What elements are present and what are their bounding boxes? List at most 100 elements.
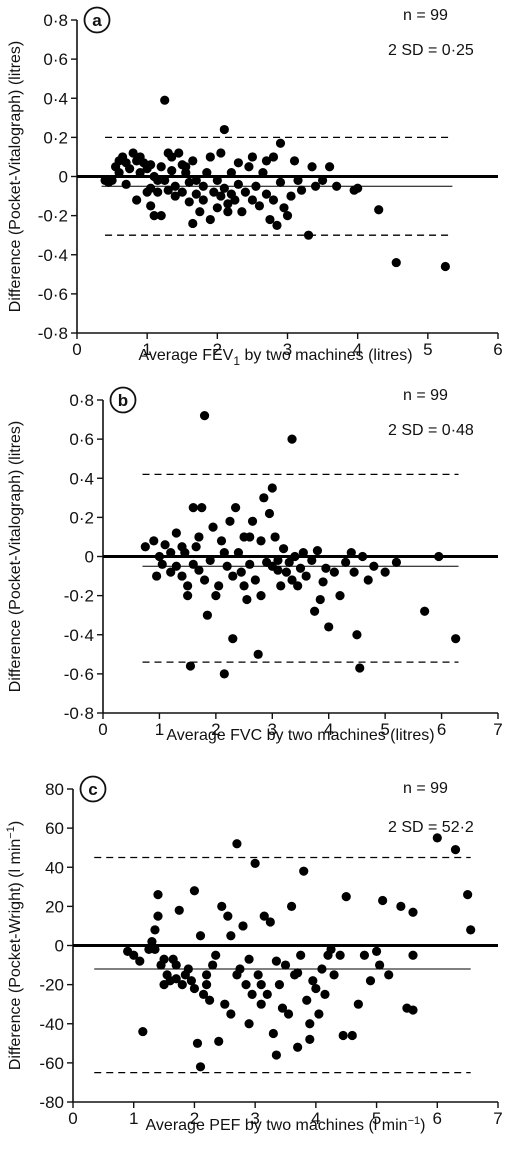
data-point [305, 1034, 315, 1044]
data-point [244, 954, 254, 964]
x-tick-label: 7 [493, 1109, 502, 1128]
data-point [290, 551, 300, 562]
data-point [268, 152, 279, 162]
data-point [232, 839, 242, 849]
data-point [280, 960, 291, 970]
data-point [359, 950, 370, 960]
data-point [149, 211, 159, 221]
data-point [219, 669, 229, 679]
data-point [177, 187, 187, 197]
data-point [233, 158, 243, 168]
data-point [380, 567, 390, 577]
data-point [242, 594, 252, 605]
data-point [271, 1050, 281, 1060]
data-point [450, 845, 461, 855]
data-point [247, 195, 258, 205]
data-point [125, 164, 135, 174]
data-point [189, 983, 200, 994]
data-point [277, 1003, 288, 1013]
data-point [317, 964, 327, 974]
n-annotation-b: n = 99 [403, 387, 448, 404]
panel-letter-text: c [88, 780, 97, 799]
x-tick-label: 4 [353, 340, 362, 359]
data-point [286, 901, 297, 911]
data-point [107, 175, 117, 186]
data-point [466, 925, 476, 935]
data-point [129, 950, 139, 960]
data-point [199, 575, 210, 585]
data-point [440, 261, 450, 272]
data-point [338, 1030, 348, 1041]
data-point [191, 542, 201, 552]
y-tick-label: 40 [45, 858, 64, 877]
panel-letter-circle [83, 6, 111, 34]
data-point [272, 220, 282, 231]
data-point [293, 1042, 303, 1052]
data-point [188, 559, 198, 569]
x-tick-label: 7 [493, 720, 502, 739]
data-point [171, 528, 181, 538]
data-point [195, 931, 206, 941]
data-point [223, 199, 233, 209]
y-tick-label: -20 [39, 976, 64, 995]
data-point [261, 156, 272, 166]
data-point [293, 581, 303, 591]
data-point [160, 175, 170, 186]
data-point [156, 211, 166, 221]
data-point [318, 577, 328, 587]
y-tick-label: 0·4 [43, 89, 68, 108]
data-point [191, 189, 201, 199]
data-point [420, 606, 430, 616]
data-point [295, 563, 306, 573]
x-tick-label: 2 [211, 720, 220, 739]
data-point [349, 567, 359, 577]
data-point [307, 162, 317, 172]
x-tick-label: 0 [72, 340, 81, 359]
data-point [202, 167, 212, 178]
y-tick-label: -80 [39, 1093, 64, 1112]
data-point [270, 532, 280, 542]
data-point [357, 551, 368, 562]
y-tick-label: -40 [39, 1015, 64, 1034]
data-point [223, 207, 233, 217]
data-point [153, 175, 163, 186]
data-point [299, 866, 309, 876]
x-tick-label: 4 [311, 1109, 320, 1128]
data-point [289, 156, 300, 166]
data-point [432, 833, 442, 843]
data-point [276, 581, 286, 591]
data-point [185, 661, 196, 671]
data-point [219, 183, 229, 193]
data-point [315, 594, 325, 605]
data-point [317, 175, 328, 186]
data-point [352, 630, 362, 640]
data-point [275, 177, 286, 187]
data-point [391, 257, 401, 268]
data-point [341, 891, 351, 902]
data-point [147, 936, 157, 947]
data-point [167, 152, 177, 162]
panel-a: Difference (Pocket-Vitalograph) (litres)… [7, 6, 503, 368]
xlabel-a: Average FEV1 by two machines (litres) [138, 347, 412, 368]
data-point [160, 540, 170, 550]
y-tick-label: 0·8 [43, 11, 68, 30]
data-point [170, 191, 180, 201]
data-point [184, 177, 194, 187]
data-point [166, 567, 176, 577]
data-point [245, 559, 255, 569]
data-point [273, 555, 283, 566]
y-tick-label: 0·2 [43, 128, 68, 147]
data-point [171, 561, 181, 571]
data-point [183, 964, 193, 974]
data-point [353, 999, 363, 1009]
data-point [226, 167, 236, 178]
data-point [198, 195, 208, 205]
data-point [149, 536, 159, 546]
data-point [223, 911, 233, 921]
data-point [135, 167, 145, 178]
data-point [236, 567, 246, 577]
data-point [286, 191, 296, 201]
data-point [183, 581, 193, 591]
data-point [287, 575, 297, 585]
